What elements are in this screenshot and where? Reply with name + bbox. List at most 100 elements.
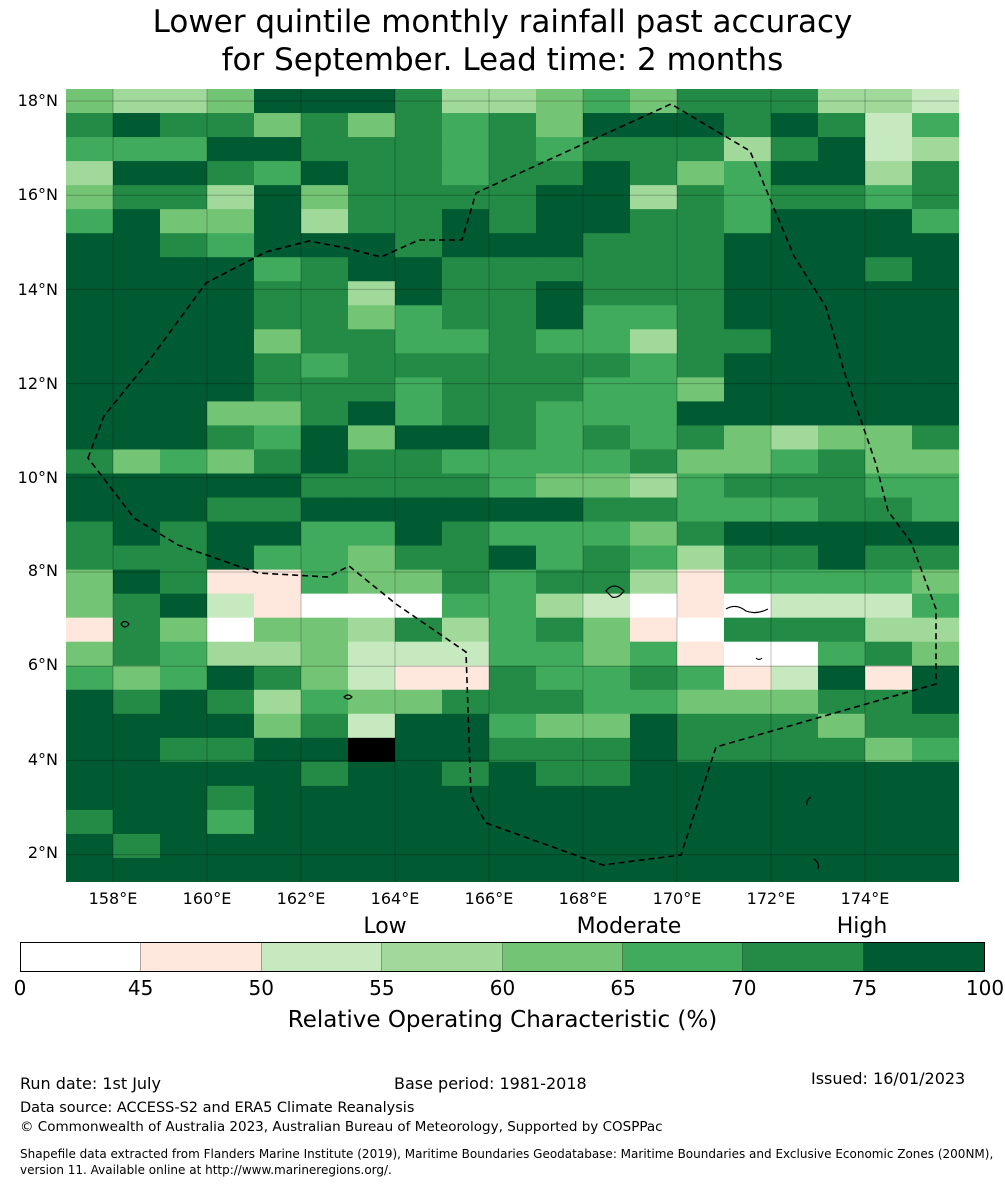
grid-cell: [536, 137, 584, 162]
grid-cell: [630, 521, 678, 547]
grid-cell: [677, 329, 725, 354]
grid-cell: [536, 593, 584, 619]
grid-cell: [912, 809, 959, 835]
grid-cell: [66, 113, 114, 138]
grid-cell: [912, 89, 959, 114]
grid-cell: [348, 257, 396, 282]
grid-cell: [113, 353, 161, 378]
grid-cell: [160, 833, 208, 859]
grid-cell: [865, 353, 913, 378]
grid-cell: [442, 497, 490, 523]
grid-cell: [771, 761, 819, 787]
colorbar-tick-label: 100: [965, 976, 1005, 1000]
grid-cell: [113, 833, 161, 859]
grid-cell: [254, 857, 302, 882]
grid-cell: [489, 689, 537, 715]
grid-cell: [912, 281, 959, 306]
grid-cell: [254, 329, 302, 354]
grid-cell: [442, 281, 490, 306]
grid-cell: [677, 113, 725, 138]
grid-cell: [818, 521, 866, 547]
grid-cell: [489, 305, 537, 330]
grid-cell: [489, 185, 537, 210]
lon-label-168e: 168°E: [558, 889, 608, 908]
grid-cell: [771, 113, 819, 138]
grid-cell: [348, 785, 396, 811]
grid-cell: [348, 761, 396, 787]
grid-cell: [771, 569, 819, 595]
grid-cell: [677, 257, 725, 282]
grid-cell: [301, 353, 349, 378]
grid-cell: [254, 641, 302, 667]
grid-cell: [583, 377, 631, 402]
grid-cell: [865, 497, 913, 523]
lat-label-14n: 14°N: [17, 280, 58, 299]
grid-cell: [724, 305, 772, 330]
grid-cell: [865, 833, 913, 859]
grid-cell: [630, 329, 678, 354]
grid-cell: [630, 641, 678, 667]
grid-cell: [66, 689, 114, 715]
grid-cell: [160, 665, 208, 691]
base-period: Base period: 1981-2018: [394, 1074, 587, 1093]
grid-cell: [724, 785, 772, 811]
grid-cell: [160, 89, 208, 114]
grid-cell: [160, 329, 208, 354]
grid-cell: [818, 425, 866, 451]
grid-cell: [536, 113, 584, 138]
eez-boundary: [87, 103, 937, 866]
grid-cell: [771, 305, 819, 330]
grid-cell: [207, 449, 255, 475]
grid-cell: [66, 785, 114, 811]
grid-cell: [724, 449, 772, 475]
grid-cell: [771, 809, 819, 835]
grid-cell: [395, 785, 443, 811]
grid-cell: [536, 785, 584, 811]
grid-cell: [301, 281, 349, 306]
grid-cell: [207, 521, 255, 547]
grid-cell: [724, 569, 772, 595]
grid-cell: [207, 593, 255, 619]
grid-cell: [677, 641, 725, 667]
grid-cell: [301, 761, 349, 787]
grid-cell: [442, 713, 490, 739]
grid-cell: [724, 113, 772, 138]
grid-cell: [724, 737, 772, 763]
land-outlines: [120, 585, 820, 870]
grid-cell: [113, 233, 161, 258]
grid-cell: [771, 497, 819, 523]
lon-label-160e: 160°E: [182, 889, 232, 908]
lon-label-164e: 164°E: [370, 889, 420, 908]
grid-cell: [66, 641, 114, 667]
grid-cell: [677, 377, 725, 402]
colorbar-segment: [743, 943, 864, 971]
grid-cell: [771, 425, 819, 451]
grid-cell: [489, 401, 537, 427]
grid-cell: [865, 689, 913, 715]
grid-cell: [395, 641, 443, 667]
grid-cell: [301, 401, 349, 427]
grid-cell: [818, 857, 866, 882]
grid-cell: [583, 809, 631, 835]
grid-cell: [630, 209, 678, 234]
grid-cell: [395, 737, 443, 763]
lon-label-174e: 174°E: [840, 889, 890, 908]
grid-cell: [66, 473, 114, 499]
grid-cell: [160, 785, 208, 811]
map-canvas: [66, 89, 959, 882]
grid-cell: [677, 785, 725, 811]
grid-cell: [348, 425, 396, 451]
grid-cell: [113, 425, 161, 451]
grid-cell: [113, 641, 161, 667]
grid-cell: [301, 137, 349, 162]
grid-cell: [113, 257, 161, 282]
grid-cell: [865, 137, 913, 162]
grid-cell: [724, 161, 772, 186]
grid-cell: [818, 473, 866, 499]
grid-cell: [395, 593, 443, 619]
grid-cell: [865, 209, 913, 234]
grid-cell: [536, 545, 584, 571]
grid-cell: [771, 713, 819, 739]
grid-cell: [865, 449, 913, 475]
grid-cell: [912, 113, 959, 138]
